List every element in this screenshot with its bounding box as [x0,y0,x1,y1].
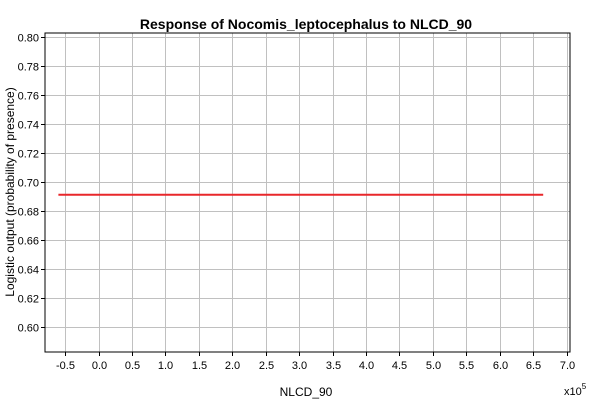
x-tick-label: 0.0 [92,360,107,372]
y-tick-label: 0.80 [18,33,39,45]
y-tick-label: 0.64 [18,265,39,277]
x-tick-label: 7.0 [560,360,575,372]
x-tick-label: 6.0 [493,360,508,372]
plot-frame [44,32,571,353]
y-axis-label: Logistic output (probability of presence… [3,87,17,296]
y-tick-label: 0.72 [18,149,39,161]
y-tick-label: 0.74 [18,120,39,132]
x-multiplier-exponent: 5 [582,382,587,391]
y-tick-label: 0.68 [18,207,39,219]
x-multiplier-base: x10 [564,386,582,398]
y-tick-label: 0.62 [18,294,39,306]
y-axis-ticks: 0.60 0.62 0.64 0.66 0.68 0.70 0.72 0.74 0.76 0.78… [18,33,45,335]
plot-area [45,33,570,352]
x-tick-label: 2.5 [259,360,274,372]
x-axis-ticks: -0.5 0.0 0.5 1.0 1.5 2.0 2.5 3.0 3.5 4.0 4.5 5.0 5.5… [56,352,575,372]
grid-lines [45,33,570,352]
y-tick-label: 0.60 [18,323,39,335]
x-axis-label: NLCD_90 [280,385,333,399]
chart-title: Response of Nocomis_leptocephalus to NLC… [140,16,472,32]
x-tick-label: 5.0 [426,360,441,372]
y-tick-label: 0.78 [18,62,39,74]
x-tick-label: 3.5 [326,360,341,372]
x-tick-label: 1.0 [158,360,173,372]
x-tick-label: 4.5 [392,360,407,372]
x-axis-multiplier: x105 [564,382,587,398]
x-tick-label: 1.5 [192,360,207,372]
x-tick-label: 4.0 [359,360,374,372]
x-tick-label: 0.5 [125,360,140,372]
y-tick-label: 0.66 [18,236,39,248]
y-tick-label: 0.70 [18,178,39,190]
x-tick-label: 2.0 [225,360,240,372]
y-tick-label: 0.76 [18,91,39,103]
x-tick-label: 3.0 [292,360,307,372]
x-tick-label: 6.5 [526,360,541,372]
x-tick-label: -0.5 [56,360,75,372]
x-tick-label: 5.5 [459,360,474,372]
